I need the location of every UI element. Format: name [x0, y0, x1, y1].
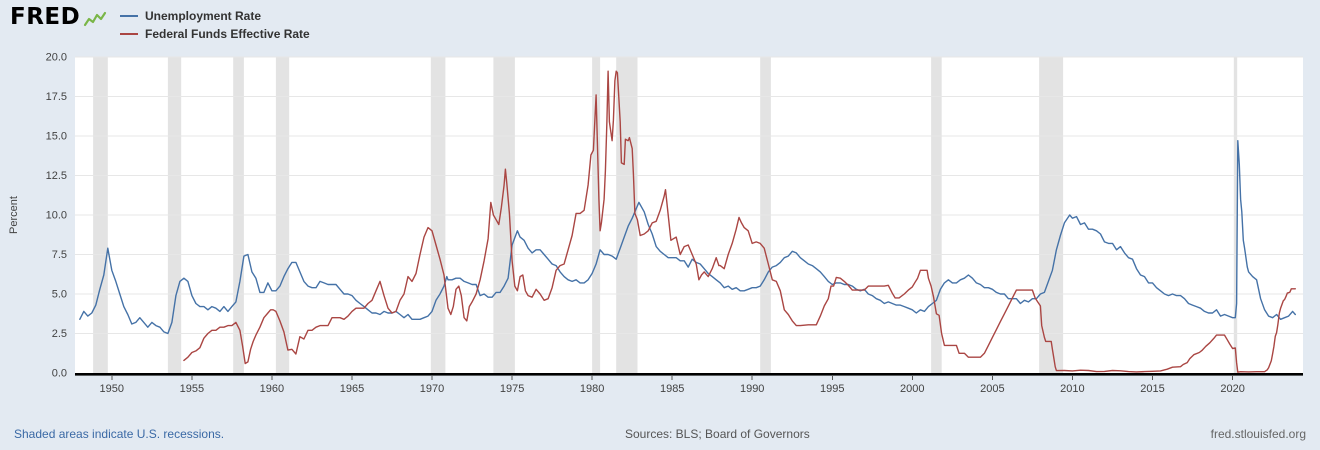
chart-footer: Shaded areas indicate U.S. recessions. S… — [0, 427, 1320, 441]
y-tick-label: 17.5 — [46, 91, 67, 103]
x-tick-label: 1985 — [660, 383, 684, 395]
y-tick-label: 0.0 — [52, 368, 67, 380]
fred-chart[interactable]: 0.0 2.5 5.0 7.5 10.0 12.5 15.0 17.5 20.0 1950 1955… — [0, 46, 1320, 406]
unemployment-line-swatch — [120, 15, 138, 17]
x-tick-label: 2015 — [1140, 383, 1164, 395]
x-tick-label: 1950 — [100, 383, 124, 395]
y-tick-label: 2.5 — [52, 328, 67, 340]
x-tick-label: 2010 — [1060, 383, 1084, 395]
sources-text: Sources: BLS; Board of Governors — [624, 427, 810, 441]
y-tick-label: 15.0 — [46, 131, 67, 143]
chart-legend: Unemployment Rate Federal Funds Effectiv… — [120, 9, 310, 41]
y-tick-label: 12.5 — [46, 170, 67, 182]
y-tick-label: 20.0 — [46, 52, 67, 64]
x-axis-line — [75, 373, 1303, 376]
y-tick-label: 7.5 — [52, 249, 67, 261]
fred-logo-sparkline-icon — [84, 11, 107, 26]
x-tick-label: 1970 — [420, 383, 444, 395]
x-tick-label: 1955 — [180, 383, 204, 395]
y-axis-title: Percent — [8, 196, 20, 234]
x-tick-label: 2005 — [980, 383, 1004, 395]
legend-item-unemployment[interactable]: Unemployment Rate — [120, 9, 310, 23]
x-tick-label: 1995 — [820, 383, 844, 395]
x-tick-label: 1975 — [500, 383, 524, 395]
x-tick-label: 2000 — [900, 383, 924, 395]
fred-site-link[interactable]: fred.stlouisfed.org — [1210, 427, 1306, 441]
series-fed-funds-rate[interactable] — [183, 70, 1297, 373]
y-tick-label: 5.0 — [52, 289, 67, 301]
fed-funds-line-swatch — [120, 33, 138, 35]
recession-note-link[interactable]: Shaded areas indicate U.S. recessions. — [14, 427, 225, 441]
x-tick-label: 1960 — [260, 383, 284, 395]
legend-label-fed-funds: Federal Funds Effective Rate — [145, 27, 310, 41]
legend-label-unemployment: Unemployment Rate — [145, 9, 262, 23]
fred-logo[interactable]: FRED — [10, 4, 107, 30]
series-unemployment-rate[interactable] — [79, 139, 1297, 335]
x-tick-label: 2020 — [1220, 383, 1244, 395]
y-tick-label: 10.0 — [46, 210, 67, 222]
fred-logo-text: FRED — [10, 4, 81, 30]
x-tick-label: 1965 — [340, 383, 364, 395]
legend-item-fed-funds[interactable]: Federal Funds Effective Rate — [120, 27, 310, 41]
x-tick-label: 1980 — [580, 383, 604, 395]
x-tick-label: 1990 — [740, 383, 764, 395]
